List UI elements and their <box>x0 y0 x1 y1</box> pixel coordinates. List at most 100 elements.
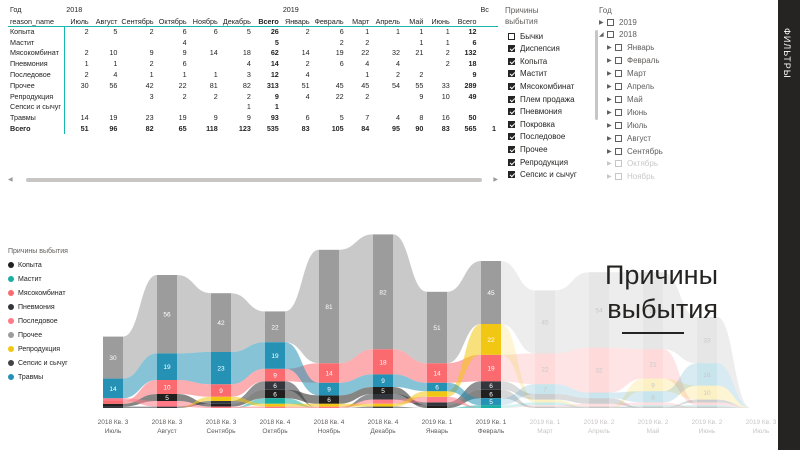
legend-item[interactable]: Прочее <box>8 328 68 342</box>
checkbox-checked-icon[interactable] <box>508 171 515 179</box>
reason-slicer-item[interactable]: Бычки <box>508 30 543 42</box>
checkbox-checked-icon[interactable] <box>508 70 515 78</box>
checkbox-icon[interactable] <box>607 31 614 39</box>
x-axis-label-quarter: 2019 Кв. 1 <box>476 419 507 426</box>
matrix-header-row: reason_name Июль Август Сентябрь Октябрь Нояб… <box>8 14 498 27</box>
ribbon-segment <box>265 406 285 408</box>
x-axis-label-month: Январь <box>426 428 449 435</box>
expand-icon[interactable]: ▶ <box>607 174 612 181</box>
x-axis-label-month: Март <box>537 428 553 435</box>
filters-panel-toggle[interactable]: ФИЛЬТРЫ <box>778 0 800 450</box>
year-slicer-item[interactable]: ▶ Май <box>607 93 643 105</box>
ribbon-segment <box>373 403 393 407</box>
matrix-cell: 54 <box>391 80 400 90</box>
checkbox-checked-icon[interactable] <box>508 158 515 166</box>
expand-icon[interactable]: ▶ <box>607 58 612 65</box>
reason-slicer-item[interactable]: Копыта <box>508 55 547 67</box>
checkbox-checked-icon[interactable] <box>508 133 515 141</box>
reason-slicer-item[interactable]: Сепсис и сычуг <box>508 169 577 181</box>
reason-slicer-scrollbar[interactable] <box>595 30 598 120</box>
year-slicer-item[interactable]: ▶ Апрель <box>607 81 654 93</box>
year-slicer-item[interactable]: ▶ Январь <box>607 42 654 54</box>
year-slicer-item[interactable]: ▶ Октябрь <box>607 158 658 170</box>
reason-slicer-item[interactable]: Мастит <box>508 68 547 80</box>
expand-icon[interactable]: ▶ <box>599 19 604 26</box>
checkbox-icon[interactable] <box>615 83 622 90</box>
checkbox-checked-icon[interactable] <box>508 82 515 90</box>
legend-item[interactable]: Травмы <box>8 370 68 384</box>
matrix-horizontal-scrollbar[interactable]: ◀ ▶ <box>8 177 498 183</box>
year-slicer-item[interactable]: ◢ 2018 <box>599 29 637 41</box>
year-slicer-item[interactable]: ▶ Сентябрь <box>607 145 663 157</box>
checkbox-checked-icon[interactable] <box>508 108 515 116</box>
matrix-cell <box>371 91 402 102</box>
checkbox-icon[interactable] <box>615 160 622 168</box>
expand-icon[interactable]: ▶ <box>607 84 612 90</box>
legend-item[interactable]: Сепсис и сычуг <box>8 356 68 370</box>
collapse-icon[interactable]: ◢ <box>599 32 604 39</box>
reason-slicer-item[interactable]: Плем продажа <box>508 93 575 105</box>
checkbox-icon[interactable] <box>615 108 622 116</box>
ribbon-band-6 <box>717 385 751 408</box>
checkbox-checked-icon[interactable] <box>508 95 515 103</box>
reason-slicer-item[interactable]: Репродукция <box>508 156 568 168</box>
reason-slicer-item[interactable]: Последовое <box>508 131 565 143</box>
ribbon-segment <box>481 261 501 324</box>
legend-item[interactable]: Мастит <box>8 272 68 286</box>
checkbox-checked-icon[interactable] <box>508 57 515 65</box>
expand-icon[interactable]: ▶ <box>607 109 612 116</box>
checkbox-icon[interactable] <box>615 147 622 155</box>
expand-icon[interactable]: ▶ <box>607 148 612 155</box>
checkbox-icon[interactable] <box>607 18 614 26</box>
legend-item[interactable]: Пневмония <box>8 300 68 314</box>
year-slicer-item[interactable]: ▶ Ноябрь <box>607 171 655 183</box>
checkbox-icon[interactable] <box>615 173 622 181</box>
legend-item[interactable]: Репродукция <box>8 342 68 356</box>
year-slicer-item[interactable]: ▶ 2019 <box>599 16 637 28</box>
x-axis-label-month: Октябрь <box>262 427 288 435</box>
reason-slicer-item[interactable]: Прочее <box>508 143 548 155</box>
matrix-cell: 1 <box>365 70 370 80</box>
expand-icon[interactable]: ▶ <box>607 122 612 129</box>
checkbox-icon[interactable] <box>508 32 515 40</box>
checkbox-icon[interactable] <box>615 44 622 52</box>
ribbon-segment <box>481 354 501 382</box>
scroll-thumb[interactable] <box>26 178 482 182</box>
year-slicer-item[interactable]: ▶ Март <box>607 68 646 80</box>
legend-item[interactable]: Последовое <box>8 314 68 328</box>
scroll-left-icon[interactable]: ◀ <box>8 177 13 183</box>
ribbon-segment <box>535 399 555 403</box>
expand-icon[interactable]: ▶ <box>607 161 612 168</box>
year-slicer-item[interactable]: ▶ Июнь <box>607 106 647 118</box>
reason-slicer-item[interactable]: Пневмония <box>508 106 562 118</box>
checkbox-checked-icon[interactable] <box>508 120 515 128</box>
matrix-row-label: Пневмония <box>8 58 65 70</box>
x-axis-label-quarter: 2018 Кв. 3 <box>98 419 129 426</box>
checkbox-icon[interactable] <box>615 57 622 65</box>
year-slicer-item[interactable]: ▶ Февраль <box>607 55 660 67</box>
expand-icon[interactable]: ▶ <box>607 71 612 78</box>
checkbox-icon[interactable] <box>615 95 622 103</box>
matrix-cell: 83 <box>301 124 310 134</box>
expand-icon[interactable]: ▶ <box>607 135 612 142</box>
checkbox-checked-icon[interactable] <box>508 45 515 53</box>
reason-slicer-item[interactable]: Диспепсия <box>508 43 560 55</box>
matrix-cell <box>91 102 120 113</box>
matrix-cell: 56 <box>109 80 118 90</box>
checkbox-icon[interactable] <box>615 121 622 129</box>
ribbon-segment <box>103 403 123 407</box>
matrix-cell <box>220 37 253 48</box>
reason-slicer-item[interactable]: Покровка <box>508 118 555 130</box>
matrix-cell: 6 <box>305 113 310 123</box>
legend-item[interactable]: Мясокомбинат <box>8 286 68 300</box>
expand-icon[interactable]: ▶ <box>607 96 612 103</box>
reason-slicer-item[interactable]: Мясокомбинат <box>508 80 574 92</box>
scroll-right-icon[interactable]: ▶ <box>493 177 498 183</box>
legend-item[interactable]: Копыта <box>8 258 68 272</box>
checkbox-checked-icon[interactable] <box>508 145 515 153</box>
year-slicer-item[interactable]: ▶ Август <box>607 132 651 144</box>
checkbox-icon[interactable] <box>615 70 622 78</box>
year-slicer-item[interactable]: ▶ Июль <box>607 119 647 131</box>
checkbox-icon[interactable] <box>615 134 622 142</box>
expand-icon[interactable]: ▶ <box>607 45 612 52</box>
